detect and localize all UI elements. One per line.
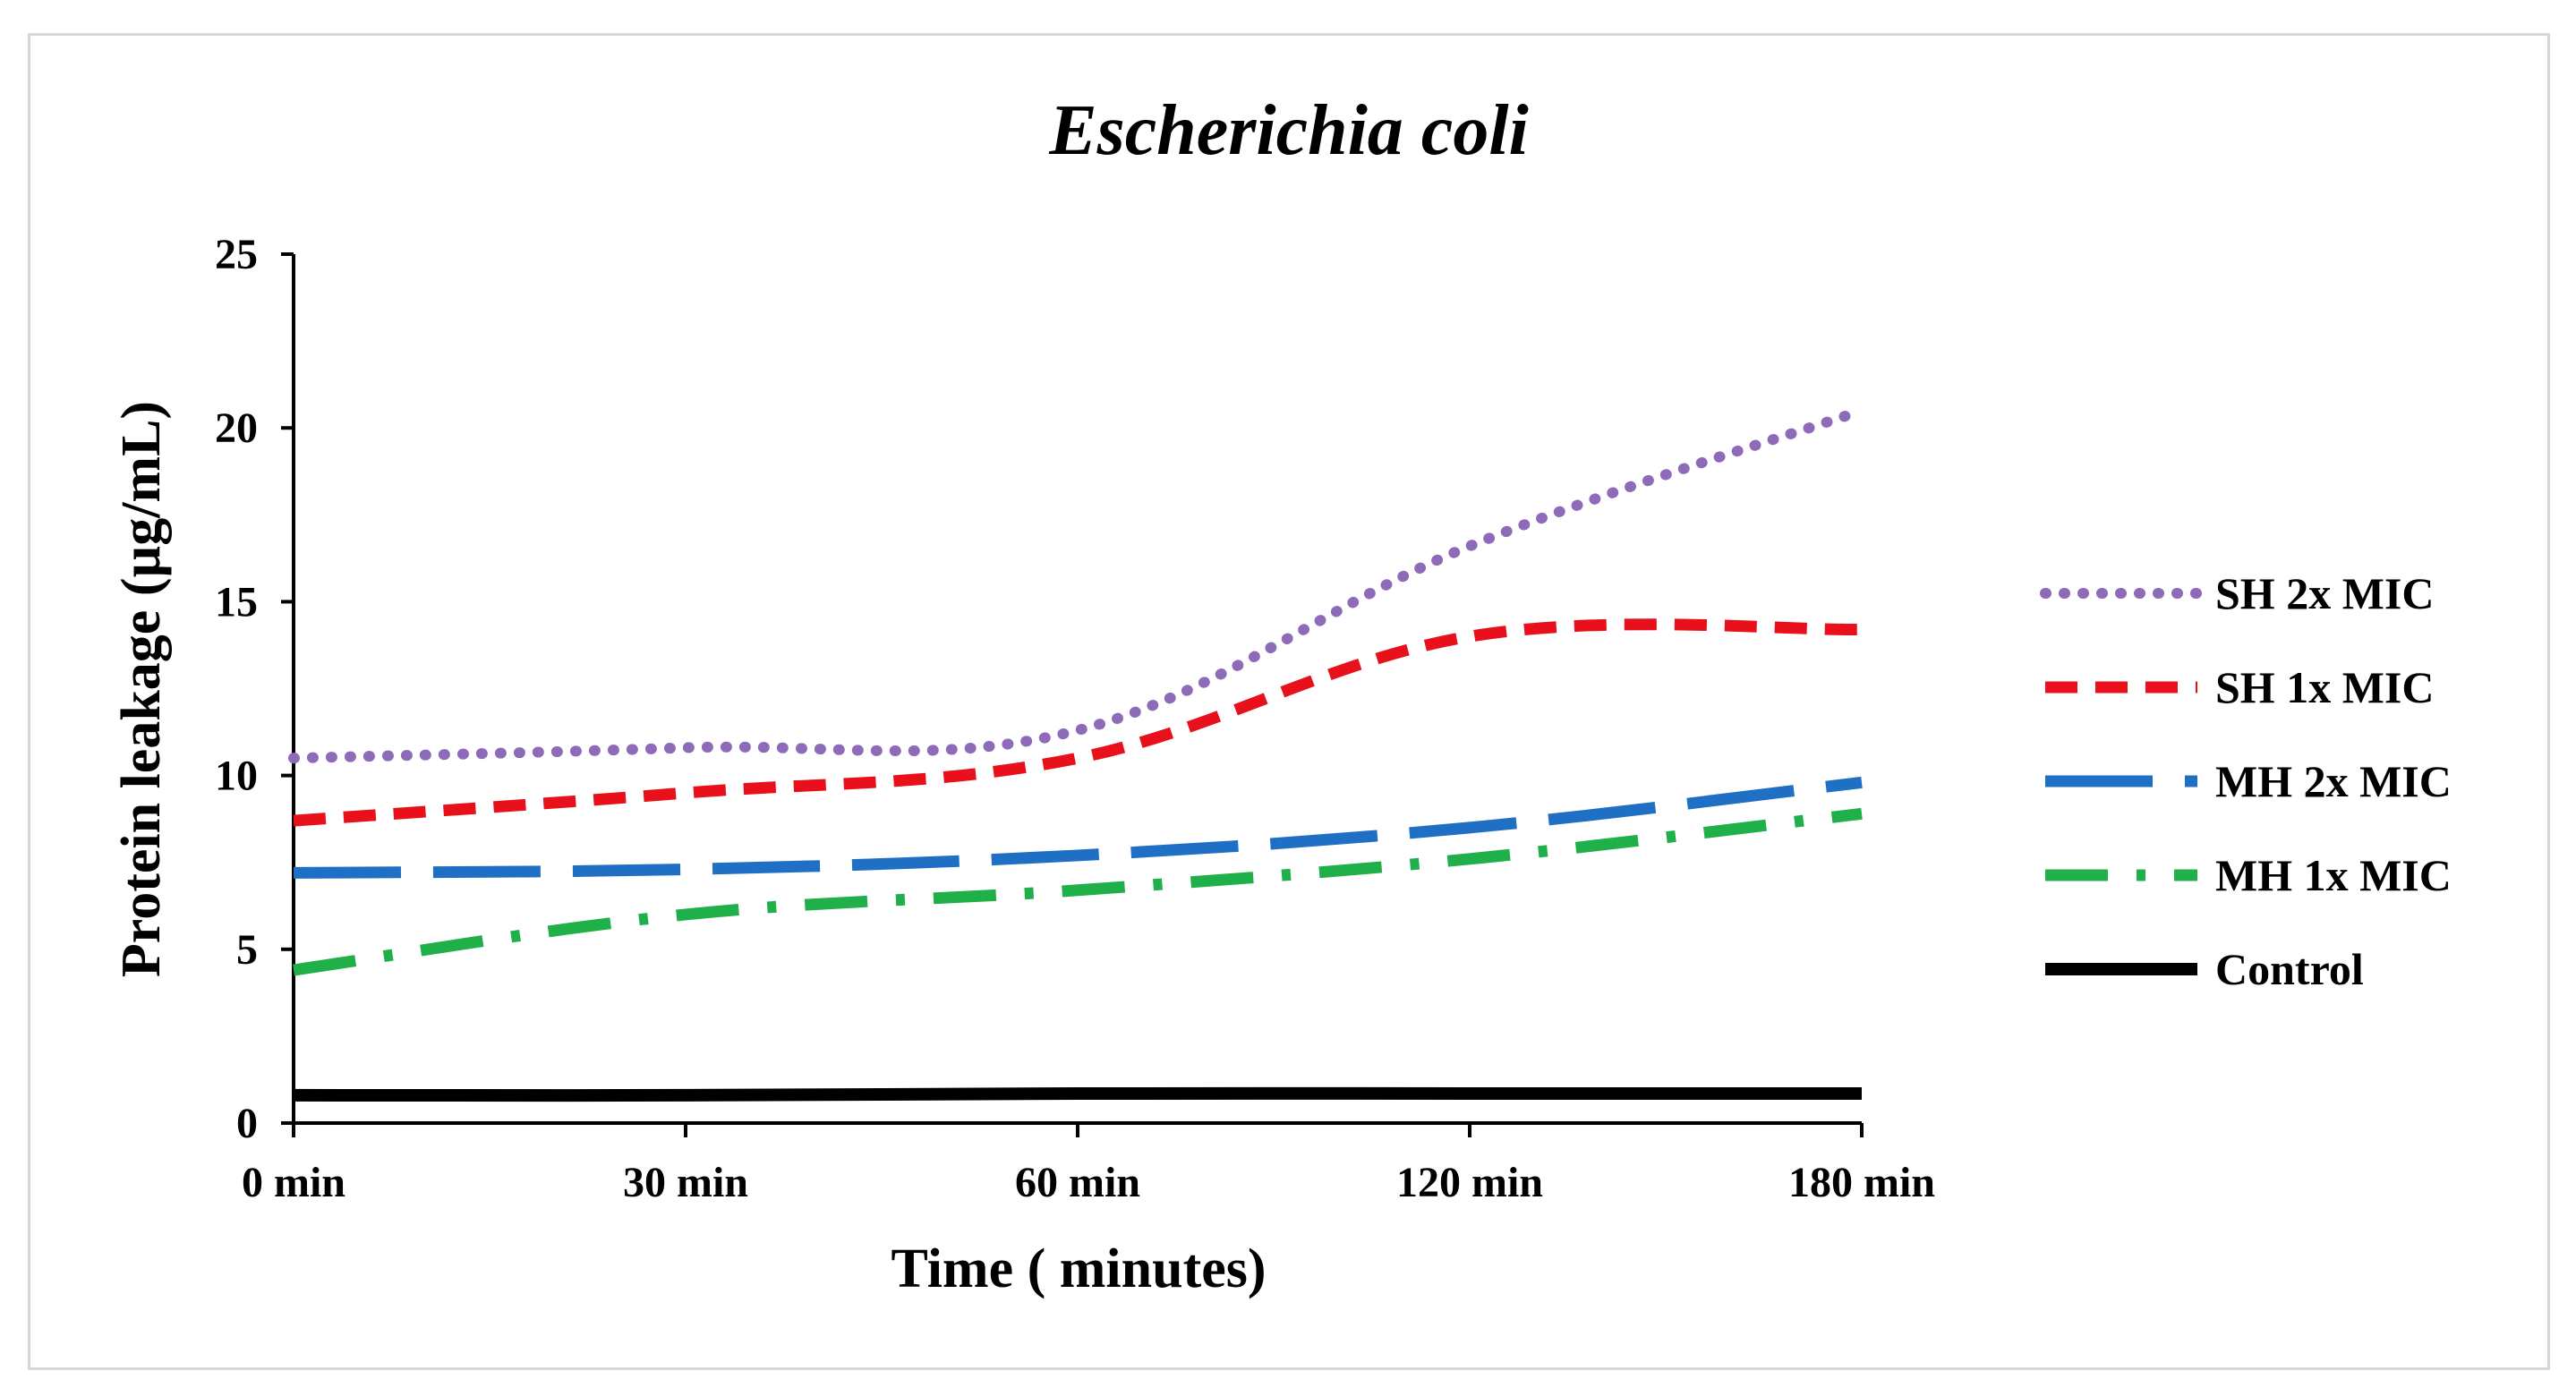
- x-tick-label: 180 min: [1788, 1159, 1935, 1206]
- legend-label: MH 1x MIC: [2215, 850, 2452, 900]
- series-lines: [288, 404, 1867, 1102]
- series-line-mh-1x-mic: [293, 807, 1863, 976]
- y-tick-label: 10: [215, 753, 258, 800]
- x-tick-label: 30 min: [623, 1159, 748, 1206]
- y-tick-label: 25: [215, 231, 258, 278]
- chart-title: Escherichia coli: [1048, 91, 1529, 170]
- legend-label: SH 1x MIC: [2215, 662, 2434, 712]
- x-tick-label: 120 min: [1396, 1159, 1543, 1206]
- series-line-mh-2x-mic: [293, 776, 1863, 879]
- legend-label: Control: [2215, 944, 2364, 994]
- legend: SH 2x MIC SH 1x MIC MH 2x MIC MH 1x MIC Cont…: [2040, 568, 2452, 994]
- series-line-control: [293, 1086, 1862, 1102]
- x-tick-label: 0 min: [242, 1159, 345, 1206]
- series-line-sh-1x-mic: [293, 618, 1863, 827]
- y-tick-label: 15: [215, 578, 258, 626]
- legend-label: MH 2x MIC: [2215, 756, 2452, 806]
- y-axis-title: Protein leakage (µg/mL): [111, 401, 172, 977]
- y-tick-label: 0: [236, 1100, 258, 1147]
- x-axis-title: Time ( minutes): [891, 1239, 1266, 1299]
- legend-label: SH 2x MIC: [2215, 568, 2434, 618]
- series-line-sh-2x-mic: [288, 404, 1867, 764]
- y-tick-label: 20: [215, 404, 258, 452]
- figure-frame: [28, 33, 2550, 1370]
- axes: 0 5 10 15 20 25 0 min 30 min 60 min 120 min 180 mi…: [215, 231, 1935, 1206]
- x-tick-label: 60 min: [1015, 1159, 1140, 1206]
- y-tick-label: 5: [236, 926, 258, 974]
